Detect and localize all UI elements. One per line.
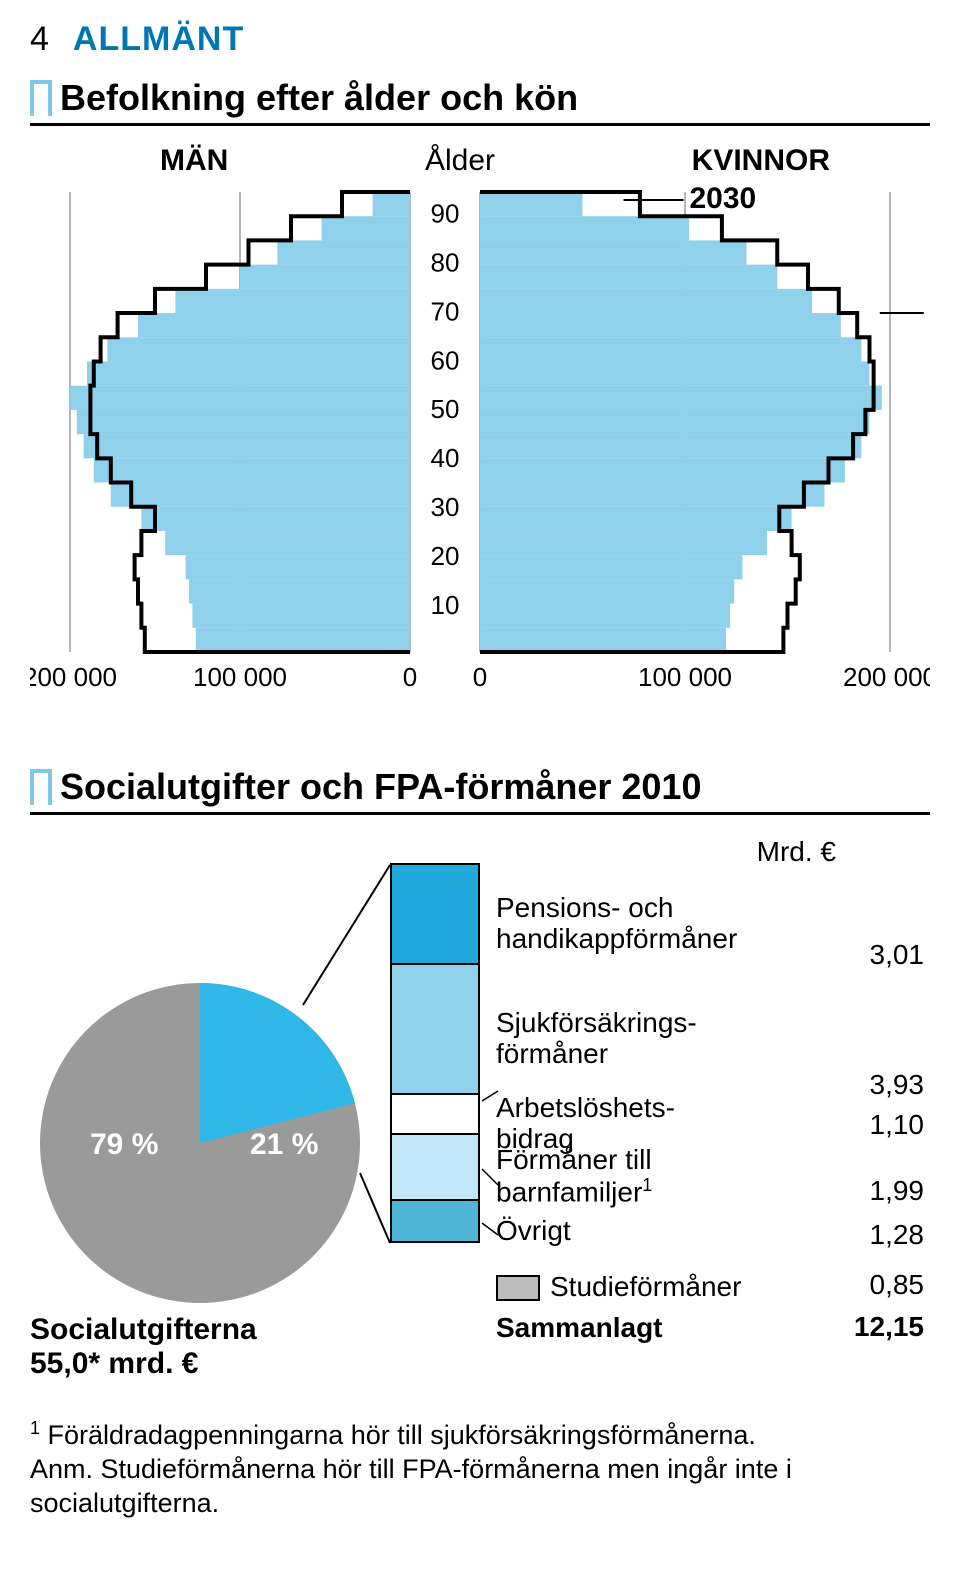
pyramid-left-label: MÄN (160, 144, 228, 178)
svg-text:90: 90 (431, 198, 460, 228)
section-label: ALLMÄNT (73, 20, 244, 59)
chart2-title: Socialutgifter och FPA-förmåner 2010 (60, 766, 701, 808)
svg-text:100 000: 100 000 (638, 662, 732, 692)
svg-text:2030: 2030 (690, 182, 757, 215)
svg-text:100 000: 100 000 (193, 662, 287, 692)
pie-chart (30, 973, 370, 1313)
svg-text:200 000: 200 000 (843, 662, 930, 692)
population-pyramid: 90 80 70 60 50 40 30 20 10 200 000 100 000 0 0 100 00… (30, 182, 930, 742)
chart1-title: Befolkning efter ålder och kön (60, 77, 578, 119)
svg-text:0: 0 (403, 662, 417, 692)
footnotes: 1 Föräldradagpenningarna hör till sjukfö… (30, 1417, 930, 1520)
footnote-1: Föräldradagpenningarna hör till sjukförs… (40, 1420, 756, 1450)
pie-pct-left: 79 % (90, 1128, 158, 1162)
svg-text:80: 80 (431, 247, 460, 277)
svg-text:30: 30 (431, 492, 460, 522)
svg-text:50: 50 (431, 394, 460, 424)
pie-pct-right: 21 % (250, 1128, 318, 1162)
breakdown-chart: 79 % 21 % Socialutgifterna 55,0* mrd. € … (30, 833, 930, 1393)
pie-caption-2: 55,0* mrd. € (30, 1347, 257, 1381)
footnote-2: Anm. Studieförmånerna hör till FPA-förmå… (30, 1453, 930, 1521)
svg-text:10: 10 (431, 590, 460, 620)
svg-text:70: 70 (431, 296, 460, 326)
title-chip (30, 80, 52, 116)
stacked-column (390, 863, 480, 1243)
page-number: 4 (30, 20, 49, 59)
svg-text:200 000: 200 000 (30, 662, 117, 692)
svg-text:20: 20 (431, 541, 460, 571)
svg-text:40: 40 (431, 443, 460, 473)
pyramid-center-label: Ålder (425, 144, 495, 178)
footnote-sup: 1 (30, 1418, 40, 1438)
title-chip-2 (30, 769, 52, 805)
pyramid-right-label: KVINNOR (692, 144, 830, 178)
svg-text:60: 60 (431, 345, 460, 375)
rule-2 (30, 812, 930, 815)
pie-caption-1: Socialutgifterna (30, 1313, 257, 1347)
svg-text:0: 0 (473, 662, 487, 692)
rule (30, 123, 930, 126)
